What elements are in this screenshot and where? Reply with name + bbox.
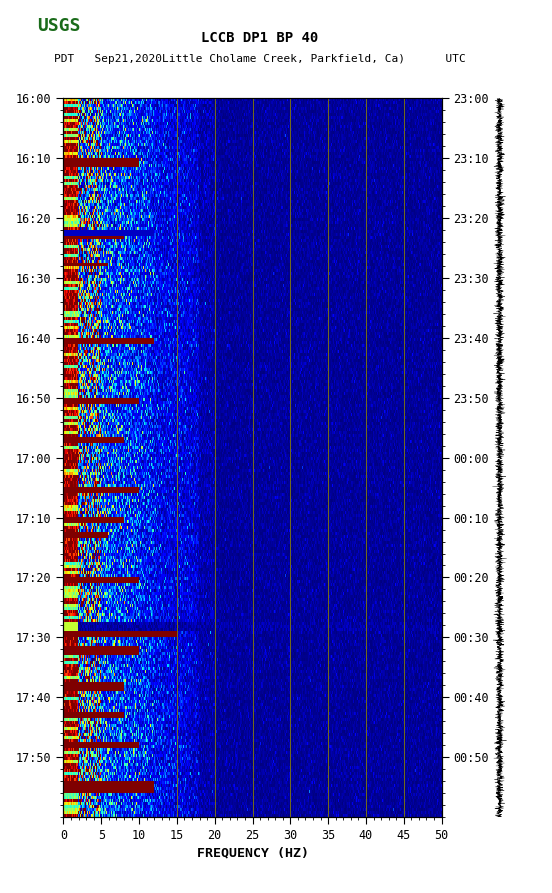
- Text: PDT   Sep21,2020Little Cholame Creek, Parkfield, Ca)      UTC: PDT Sep21,2020Little Cholame Creek, Park…: [54, 54, 465, 64]
- Polygon shape: [7, 18, 25, 38]
- Text: USGS: USGS: [38, 17, 81, 36]
- X-axis label: FREQUENCY (HZ): FREQUENCY (HZ): [197, 846, 309, 859]
- Text: LCCB DP1 BP 40: LCCB DP1 BP 40: [201, 30, 318, 45]
